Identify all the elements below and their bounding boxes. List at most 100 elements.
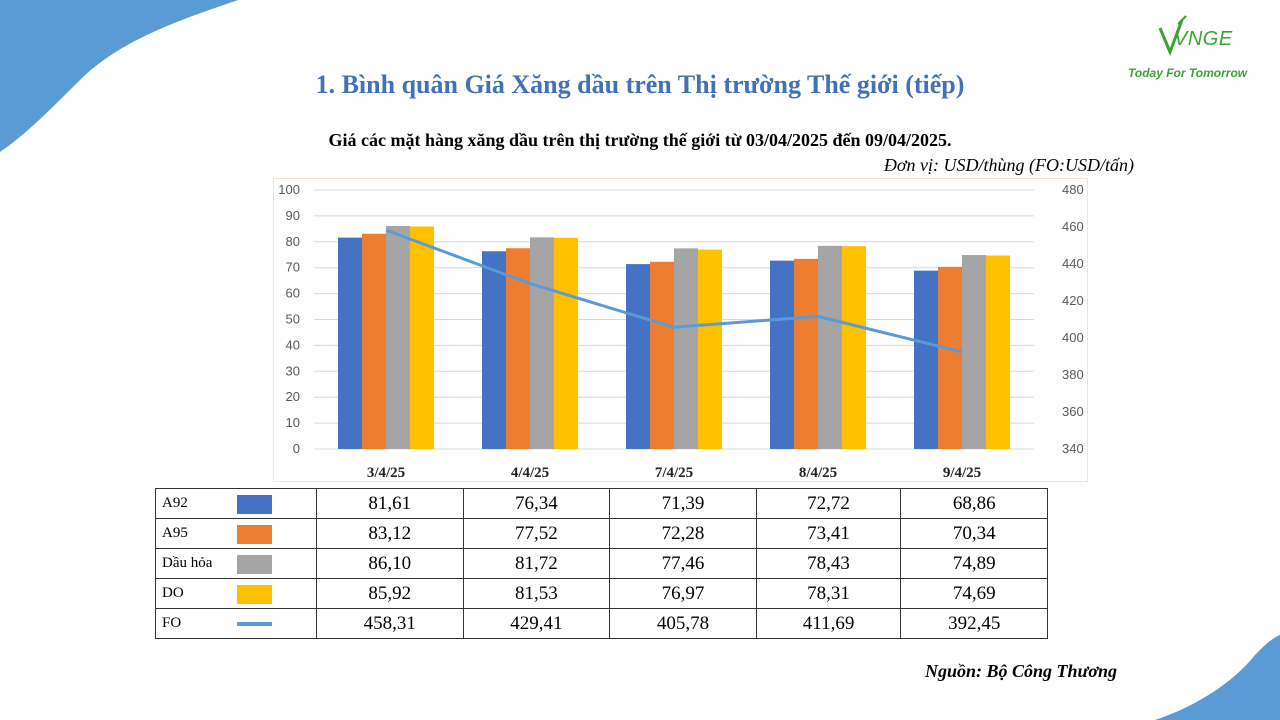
table-cell: 411,69 — [755, 608, 902, 639]
legend-swatch — [237, 495, 272, 514]
table-cell: 72,28 — [609, 518, 757, 549]
x-tick-label: 4/4/25 — [511, 465, 549, 481]
table-cell: 458,31 — [316, 608, 464, 639]
table-cell: 429,41 — [462, 608, 611, 639]
table-cell: 77,46 — [609, 548, 757, 579]
chart-area: 0 10 20 30 40 50 60 70 80 90 100 340 360 380 400 420 440… — [273, 178, 1088, 482]
table-cell: 74,89 — [900, 548, 1048, 579]
bar-do — [554, 237, 578, 449]
y-tick-right: 460 — [1062, 219, 1084, 234]
y-tick-right: 480 — [1062, 182, 1084, 197]
top-left-wave — [0, 0, 238, 152]
table-cell: 76,97 — [609, 578, 757, 609]
vnge-logo: VNGE Today For Tomorrow — [1120, 10, 1270, 90]
x-tick-label: 8/4/25 — [799, 465, 837, 481]
y-tick-left: 0 — [293, 441, 300, 456]
data-table: A92 81,61 76,34 71,39 72,72 68,86 A95 83,12 77,5… — [155, 488, 1048, 639]
y-tick-right: 400 — [1062, 330, 1084, 345]
table-row: Dầu hỏa 86,10 81,72 77,46 78,43 74,89 — [155, 548, 1048, 579]
y-tick-left: 30 — [286, 363, 300, 378]
y-tick-left: 40 — [286, 337, 300, 352]
table-cell: 86,10 — [316, 548, 464, 579]
bar-a92 — [770, 260, 794, 449]
y-tick-left: 50 — [286, 312, 300, 327]
series-label-cell: A95 — [155, 518, 317, 549]
y-tick-right: 340 — [1062, 441, 1084, 456]
series-name: A95 — [162, 525, 188, 541]
table-cell: 78,31 — [755, 578, 902, 609]
table-row: A95 83,12 77,52 72,28 73,41 70,34 — [155, 518, 1048, 549]
series-name: DO — [162, 585, 184, 601]
series-name: FO — [162, 615, 182, 631]
y-tick-left: 70 — [286, 260, 300, 275]
legend-swatch — [237, 585, 272, 604]
table-cell: 81,61 — [316, 488, 464, 519]
bar-a92 — [626, 264, 650, 449]
table-row: A92 81,61 76,34 71,39 72,72 68,86 — [155, 488, 1048, 519]
x-tick-label: 3/4/25 — [367, 465, 405, 481]
page-title: 1. Bình quân Giá Xăng dầu trên Thị trườn… — [315, 70, 965, 99]
table-cell: 70,34 — [900, 518, 1048, 549]
y-tick-right: 360 — [1062, 404, 1084, 419]
bar-a95 — [938, 266, 962, 449]
y-tick-left: 20 — [286, 389, 300, 404]
table-row: DO 85,92 81,53 76,97 78,31 74,69 — [155, 578, 1048, 609]
bar-dầu-hỏa — [962, 255, 986, 449]
series-label-cell: A92 — [155, 488, 317, 519]
table-row: FO 458,31 429,41 405,78 411,69 392,45 — [155, 608, 1048, 639]
line-fo — [385, 228, 963, 354]
y-tick-right: 440 — [1062, 256, 1084, 271]
table-cell: 78,43 — [755, 548, 902, 579]
table-cell: 405,78 — [609, 608, 757, 639]
table-cell: 68,86 — [900, 488, 1048, 519]
table-cell: 76,34 — [462, 488, 611, 519]
table-cell: 74,69 — [900, 578, 1048, 609]
bottom-right-wave — [1155, 635, 1280, 720]
bar-dầu-hỏa — [818, 245, 842, 449]
table-cell: 81,72 — [462, 548, 611, 579]
table-cell: 73,41 — [755, 518, 902, 549]
bar-do — [842, 246, 866, 449]
y-tick-left: 80 — [286, 234, 300, 249]
bar-dầu-hỏa — [674, 248, 698, 449]
bar-dầu-hỏa — [530, 237, 554, 449]
y-tick-right: 420 — [1062, 293, 1084, 308]
legend-swatch — [237, 622, 272, 626]
logo-brand: VNGE — [1174, 28, 1233, 50]
table-cell: 392,45 — [900, 608, 1048, 639]
table-cell: 83,12 — [316, 518, 464, 549]
bar-do — [698, 249, 722, 449]
bar-a92 — [914, 270, 938, 449]
bar-dầu-hỏa — [386, 226, 410, 449]
series-label-cell: FO — [155, 608, 317, 639]
bar-do — [410, 226, 434, 449]
y-tick-left: 90 — [286, 208, 300, 223]
bar-a95 — [650, 261, 674, 449]
bar-do — [986, 255, 1010, 449]
source-note: Nguồn: Bộ Công Thương — [925, 661, 1117, 681]
table-cell: 85,92 — [316, 578, 464, 609]
series-label-cell: DO — [155, 578, 317, 609]
y-tick-left: 100 — [278, 182, 300, 197]
x-tick-label: 9/4/25 — [943, 465, 981, 481]
logo-v-mark — [1158, 15, 1187, 56]
y-tick-right: 380 — [1062, 367, 1084, 382]
combo-chart: 0 10 20 30 40 50 60 70 80 90 100 340 360 380 400 420 440… — [278, 182, 1084, 481]
legend-swatch — [237, 555, 272, 574]
series-name: Dầu hỏa — [162, 555, 213, 571]
chart-title: Giá các mặt hàng xăng dầu trên thị trườn… — [328, 130, 952, 150]
y-tick-left: 60 — [286, 286, 300, 301]
bar-a92 — [338, 237, 362, 449]
logo-tagline: Today For Tomorrow — [1128, 66, 1248, 80]
series-name: A92 — [162, 495, 188, 511]
bar-a95 — [794, 258, 818, 449]
table-cell: 72,72 — [755, 488, 902, 519]
bar-a92 — [482, 251, 506, 449]
bar-a95 — [362, 233, 386, 449]
legend-swatch — [237, 525, 272, 544]
table-cell: 81,53 — [462, 578, 611, 609]
table-cell: 77,52 — [462, 518, 611, 549]
y-tick-left: 10 — [286, 415, 300, 430]
series-label-cell: Dầu hỏa — [155, 548, 317, 579]
